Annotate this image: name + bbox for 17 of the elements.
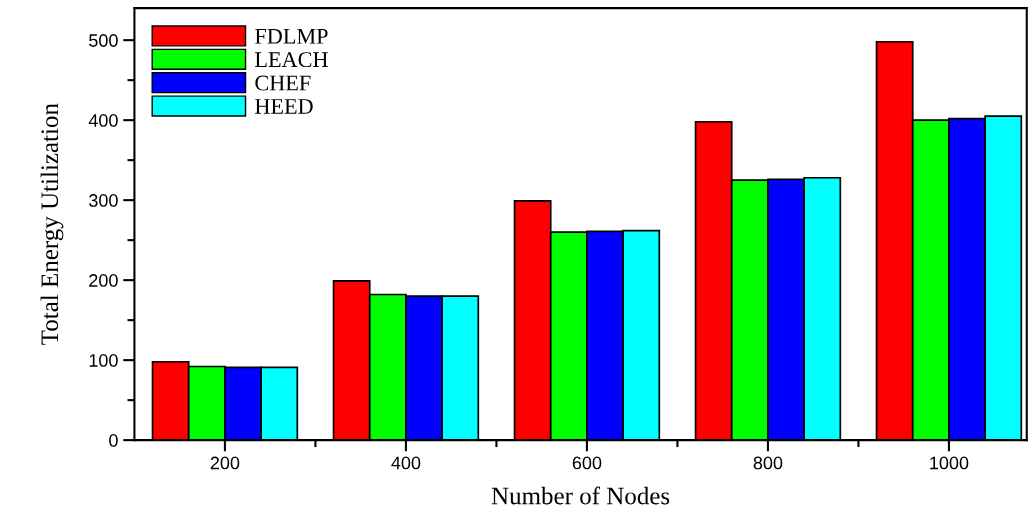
legend-label: CHEF [255,75,311,91]
x-tick-label: 400 [391,456,421,470]
y-tick-label: 100 [89,354,118,367]
x-tick-label: 600 [572,456,602,470]
y-tick-label: 0 [109,434,118,447]
legend-label: HEED [255,99,313,114]
y-tick-label: 200 [89,274,118,287]
y-tick-label: 500 [89,34,118,47]
x-tick-label: 200 [210,456,240,470]
legend-label: FDLMP [255,28,328,44]
y-tick-label: 400 [88,114,118,127]
y-tick-label: 300 [89,194,118,207]
legend-label: LEACH [255,52,328,68]
x-axis-title: Number of Nodes [491,486,670,505]
x-tick-label: 1000 [930,456,969,470]
y-axis-title: Total Energy Utilization [40,103,64,345]
x-tick-label: 800 [753,456,783,470]
